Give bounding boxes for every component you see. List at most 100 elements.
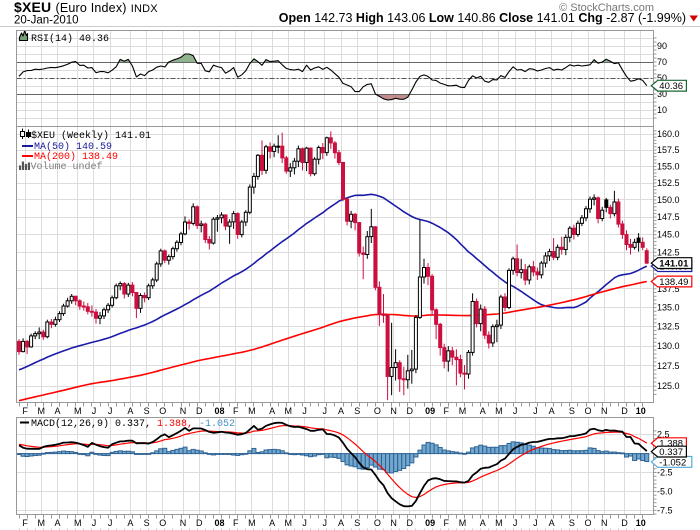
svg-text:Volume undef: Volume undef: [31, 161, 103, 173]
svg-text:J: J: [513, 518, 518, 528]
svg-text:MA(200) 138.49: MA(200) 138.49: [34, 151, 118, 163]
svg-text:J: J: [513, 406, 518, 416]
svg-text:125.0: 125.0: [657, 381, 680, 391]
svg-text:J: J: [323, 406, 328, 416]
svg-text:A: A: [549, 518, 555, 528]
svg-text:O: O: [374, 518, 381, 528]
svg-text:S: S: [569, 518, 575, 528]
svg-text:J: J: [92, 518, 97, 528]
svg-text:09: 09: [425, 406, 435, 416]
svg-text:M: M: [248, 406, 256, 416]
svg-text:10: 10: [657, 105, 667, 115]
svg-text:D: D: [407, 406, 414, 416]
svg-text:N: N: [601, 518, 608, 528]
svg-text:M: M: [495, 406, 503, 416]
svg-text:M: M: [285, 518, 293, 528]
svg-text:D: D: [621, 518, 628, 528]
svg-text:147.5: 147.5: [657, 212, 680, 222]
svg-text:40.36: 40.36: [659, 81, 683, 92]
svg-text:M: M: [38, 406, 46, 416]
svg-text:N: N: [390, 406, 397, 416]
svg-text:J: J: [108, 518, 113, 528]
svg-text:142.5: 142.5: [657, 247, 680, 257]
svg-text:MACD(12,26,9) 0.337, 1.388, -1: MACD(12,26,9) 0.337, 1.388, -1.052: [31, 418, 235, 430]
svg-text:F: F: [233, 518, 239, 528]
svg-text:-5.0: -5.0: [657, 486, 673, 496]
svg-text:O: O: [159, 406, 166, 416]
svg-text:D: D: [621, 406, 628, 416]
svg-text:70: 70: [657, 57, 667, 67]
svg-text:M: M: [495, 518, 503, 528]
svg-text:A: A: [480, 406, 486, 416]
svg-text:J: J: [533, 518, 538, 528]
svg-text:A: A: [338, 518, 344, 528]
svg-text:Open 142.73 High 143.06 Low 14: Open 142.73 High 143.06 Low 140.86 Close…: [279, 11, 686, 25]
svg-text:127.5: 127.5: [657, 361, 680, 371]
svg-text:D: D: [196, 518, 203, 528]
svg-text:S: S: [144, 518, 150, 528]
svg-text:M: M: [459, 406, 467, 416]
svg-text:M: M: [285, 406, 293, 416]
svg-text:50: 50: [657, 73, 667, 83]
svg-text:09: 09: [425, 518, 435, 528]
svg-text:157.5: 157.5: [657, 145, 680, 155]
svg-text:O: O: [584, 518, 591, 528]
svg-text:10: 10: [636, 406, 646, 416]
svg-text:S: S: [354, 406, 360, 416]
svg-text:M: M: [38, 518, 46, 528]
svg-text:A: A: [127, 518, 133, 528]
svg-text:J: J: [533, 406, 538, 416]
svg-text:N: N: [601, 406, 608, 416]
svg-text:-1.052: -1.052: [659, 457, 686, 468]
svg-text:138.49: 138.49: [659, 277, 688, 288]
svg-text:O: O: [584, 406, 591, 416]
svg-text:$XEU (Weekly) 141.01: $XEU (Weekly) 141.01: [31, 130, 151, 142]
svg-text:A: A: [269, 406, 275, 416]
svg-text:D: D: [407, 518, 414, 528]
svg-text:M: M: [74, 406, 82, 416]
svg-text:2.5: 2.5: [657, 430, 670, 440]
svg-text:08: 08: [214, 518, 224, 528]
svg-text:RSI(14) 40.36: RSI(14) 40.36: [31, 33, 109, 45]
svg-text:F: F: [444, 518, 450, 528]
svg-text:-2.5: -2.5: [657, 468, 673, 478]
svg-text:90: 90: [657, 41, 667, 51]
svg-text:© StockCharts.com: © StockCharts.com: [559, 2, 654, 14]
svg-text:M: M: [248, 518, 256, 528]
svg-text:1.388: 1.388: [659, 439, 683, 450]
svg-text:F: F: [444, 406, 450, 416]
svg-text:J: J: [302, 518, 307, 528]
svg-text:160.0: 160.0: [657, 129, 680, 139]
svg-text:A: A: [54, 406, 60, 416]
svg-text:S: S: [144, 406, 150, 416]
svg-text:A: A: [54, 518, 60, 528]
svg-text:145.0: 145.0: [657, 230, 680, 240]
svg-text:O: O: [159, 518, 166, 528]
svg-text:20-Jan-2010: 20-Jan-2010: [14, 15, 79, 27]
svg-text:A: A: [127, 406, 133, 416]
svg-text:135.0: 135.0: [657, 303, 680, 313]
svg-text:J: J: [302, 406, 307, 416]
svg-text:S: S: [569, 406, 575, 416]
svg-text:M: M: [74, 518, 82, 528]
svg-text:155.0: 155.0: [657, 161, 680, 171]
svg-text:130.0: 130.0: [657, 341, 680, 351]
svg-text:152.5: 152.5: [657, 178, 680, 188]
svg-text:N: N: [180, 518, 187, 528]
svg-text:10: 10: [636, 518, 646, 528]
svg-text:N: N: [180, 406, 187, 416]
svg-text:A: A: [269, 518, 275, 528]
svg-text:J: J: [323, 518, 328, 528]
svg-text:N: N: [390, 518, 397, 528]
svg-text:-7.5: -7.5: [657, 505, 673, 515]
svg-text:0.337: 0.337: [659, 447, 683, 458]
svg-text:J: J: [108, 406, 113, 416]
svg-text:M: M: [459, 518, 467, 528]
svg-text:137.5: 137.5: [657, 284, 680, 294]
svg-text:150.0: 150.0: [657, 195, 680, 205]
svg-text:A: A: [480, 518, 486, 528]
svg-text:O: O: [374, 406, 381, 416]
svg-text:F: F: [233, 406, 239, 416]
svg-text:J: J: [92, 406, 97, 416]
svg-text:$XEU (Euro Index) INDX: $XEU (Euro Index) INDX: [14, 0, 158, 15]
